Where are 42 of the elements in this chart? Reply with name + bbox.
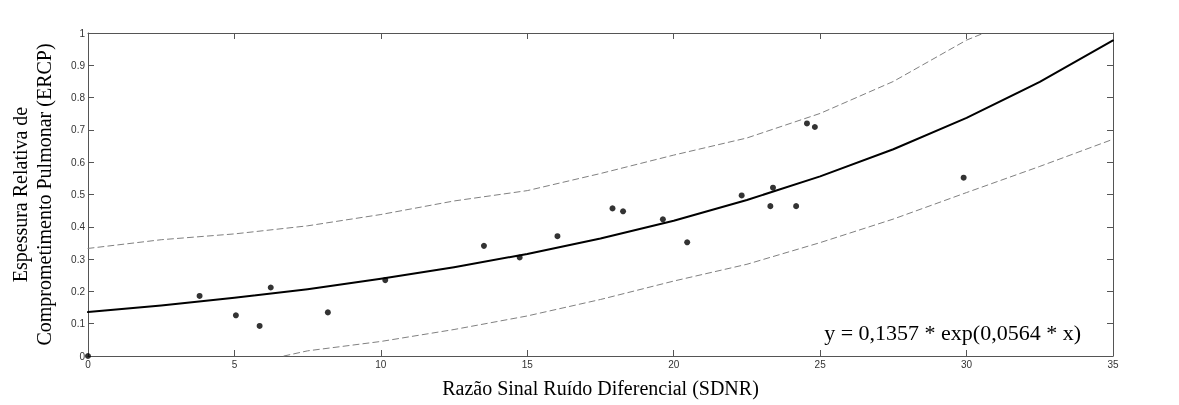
point	[803, 120, 810, 127]
y-tick-label: 0.6	[71, 156, 86, 168]
y-tick-label: 0.7	[71, 124, 86, 136]
point	[793, 203, 800, 210]
point	[85, 353, 91, 359]
x-tick-label: 25	[814, 358, 827, 370]
line-series	[87, 32, 985, 249]
y-tick-label: 0	[79, 350, 86, 362]
y-tick-label: 0.2	[71, 285, 86, 297]
line-series	[283, 138, 1114, 357]
x-tick-label: 10	[375, 358, 387, 370]
annotation: y = 0,1357 * exp(0,0564 * x)	[824, 319, 1081, 345]
y-tick-label: 0.1	[71, 318, 86, 330]
point	[232, 312, 239, 319]
y-tick-label: 0.4	[71, 221, 86, 233]
point	[770, 184, 776, 191]
y-tick-label: 0.3	[71, 253, 86, 265]
y-tick-label: 0.9	[71, 59, 86, 71]
point	[659, 216, 666, 223]
point	[324, 309, 331, 316]
point	[684, 239, 691, 246]
point	[554, 233, 561, 240]
x-tick-label: 35	[1107, 358, 1119, 370]
y-tick-label: 1	[79, 27, 86, 39]
x-axis-title: Razão Sinal Ruído Diferencial (SDNR)	[442, 377, 759, 400]
y-axis-title: Espessura Relativa de Comprometimento Pulmonar (ERCP)	[9, 43, 56, 346]
y-tick-label: 0.8	[71, 92, 86, 104]
point	[256, 322, 263, 329]
point	[811, 123, 818, 130]
x-tick-label: 15	[521, 358, 534, 370]
point	[738, 192, 745, 199]
point	[960, 174, 967, 181]
x-tick-label: 5	[231, 358, 238, 370]
point	[382, 277, 389, 284]
x-tick-label: 20	[668, 358, 680, 370]
point	[767, 203, 774, 210]
y-tick-label: 0.5	[71, 189, 86, 200]
point	[196, 292, 203, 299]
x-tick-label: 30	[961, 358, 973, 370]
line-series	[87, 39, 1114, 314]
point	[620, 208, 627, 215]
point	[480, 242, 487, 249]
